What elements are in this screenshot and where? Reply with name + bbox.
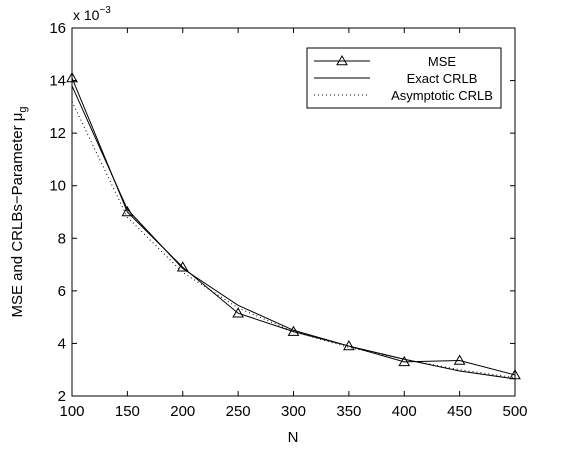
y-tick-label: 12 [49,125,66,142]
y-axis-label: MSE and CRLBs−Parameter μg [9,106,29,317]
y-tick-label: 2 [58,388,66,405]
y-tick-label: 14 [49,73,66,90]
x-tick-label: 100 [59,403,84,420]
x-tick-label: 400 [392,403,417,420]
x-tick-label: 350 [336,403,361,420]
y-multiplier: x 10−3 [73,5,111,23]
legend-label: MSE [428,54,457,69]
x-tick-label: 250 [226,403,251,420]
legend-label: Asymptotic CRLB [391,88,493,103]
series-line-exact-crlb [71,85,516,380]
x-tick-label: 200 [170,403,195,420]
x-tick-label: 150 [115,403,140,420]
y-tick-label: 16 [49,20,66,37]
y-tick-label: 10 [49,178,66,195]
series-line-asymptotic-crlb [71,101,516,379]
x-axis-label: N [288,429,299,446]
y-tick-label: 6 [58,283,66,300]
series-lines [66,71,521,380]
legend-label: Exact CRLB [407,71,478,86]
y-tick-label: 8 [58,230,66,247]
x-tick-label: 300 [281,403,306,420]
data-point-mse [232,307,244,318]
legend: MSE Exact CRLB Asymptotic CRLB [306,47,502,109]
x-tick-label: 500 [502,403,527,420]
x-tick-label: 450 [447,403,472,420]
data-point-mse [66,71,78,83]
axis-ticks: 100 150 200 250 300 350 400 450 500 2 4 6 8 10 12 14 16 [49,20,527,420]
y-tick-label: 4 [58,335,66,352]
data-point-mse [398,355,411,367]
data-point-mse [453,354,466,365]
legend-marker [336,54,348,66]
